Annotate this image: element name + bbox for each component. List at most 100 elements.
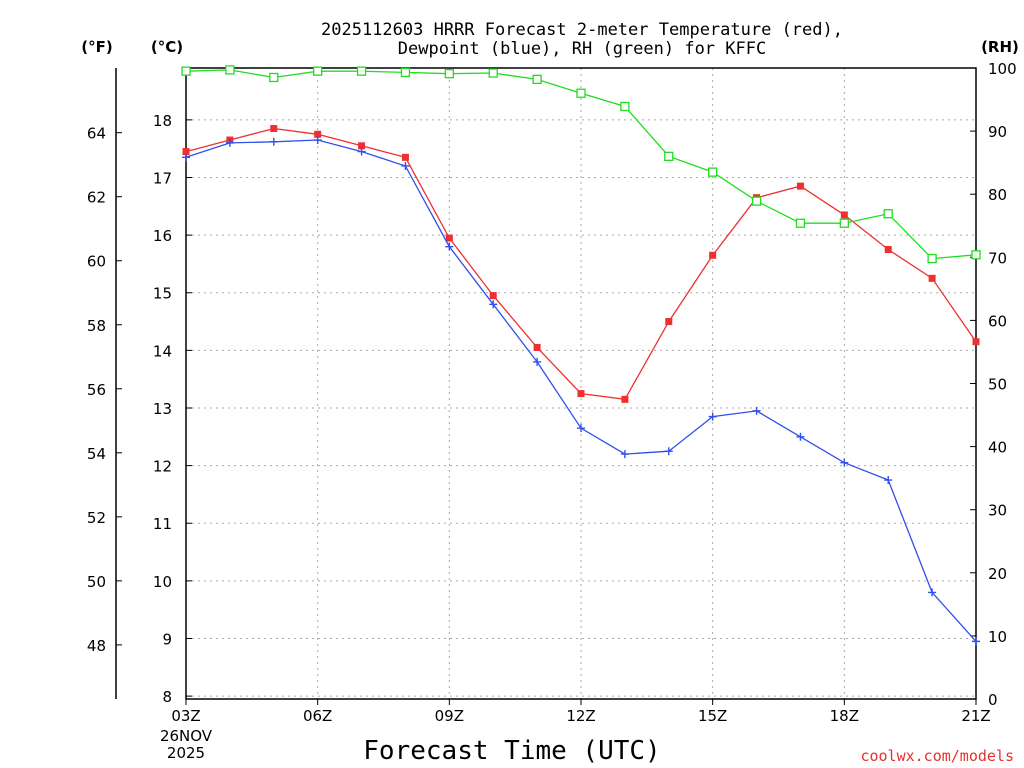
rh-point [488,68,498,78]
fahrenheit-axis: 48 50 52 54 56 58 60 62 64 [87,125,122,655]
celsius-tick-label: 14 [153,342,172,360]
rh-tick-label: 20 [988,565,1007,583]
series-layer [181,65,981,646]
fahrenheit-tick-label: 54 [87,445,106,463]
x-axis: 03Z 06Z 09Z 12Z 15Z 18Z 21Z [171,699,991,725]
temperature-point [665,318,673,326]
x-tick-label: 21Z [961,707,990,725]
rh-tick-label: 10 [988,628,1007,646]
temperature-point [709,251,717,259]
temperature-point [182,148,190,156]
rh-tick-label: 40 [988,439,1007,457]
celsius-unit-label: (°C) [151,38,183,56]
rh-tick-label: 80 [988,186,1007,204]
grid [185,68,977,699]
x-tick-label: 12Z [566,707,595,725]
x-tick-label: 18Z [830,707,859,725]
dewpoint-point [269,137,278,146]
fahrenheit-tick-label: 62 [87,189,106,207]
rh-point [532,74,542,85]
fahrenheit-tick-label: 52 [87,509,106,527]
dewpoint-point [357,147,366,156]
temperature-point [489,292,497,300]
date-label-year: 2025 [167,744,205,762]
temperature-point [314,130,322,138]
celsius-axis: 8 9 10 11 12 13 14 15 16 17 18 [153,112,192,706]
watermark: coolwx.com/models [860,747,1014,765]
celsius-tick-label: 10 [153,573,172,591]
rh-point [795,218,806,228]
dewpoint-point [620,450,629,459]
rh-point [971,250,981,260]
plot-frame [185,67,977,700]
fahrenheit-tick-label: 56 [87,381,106,399]
rh-point [751,196,762,206]
dewpoint-point [796,432,805,441]
celsius-tick-label: 9 [162,630,172,648]
dewpoint-point [884,476,893,485]
chart-title-line1: 2025112603 HRRR Forecast 2-meter Tempera… [321,20,843,40]
temperature-point [621,395,629,403]
rh-axis: 0 10 20 30 40 50 60 70 80 90 100 [970,60,1017,709]
date-label-day: 26NOV [160,727,213,745]
temperature-point [445,234,453,242]
temperature-point [401,153,409,161]
rh-point [225,65,235,75]
rh-unit-label: (RH) [981,38,1019,56]
rh-point [839,218,849,228]
dewpoint-point [182,153,190,162]
fahrenheit-tick-label: 58 [87,317,106,335]
fahrenheit-tick-label: 50 [87,573,106,591]
chart-title-line2: Dewpoint (blue), RH (green) for KFFC [398,39,766,59]
temperature-point [796,182,804,190]
fahrenheit-tick-label: 60 [87,253,106,271]
celsius-tick-label: 18 [153,112,172,130]
temperature-point [270,125,278,133]
celsius-tick-label: 8 [162,688,172,706]
temperature-point [928,274,936,282]
rh-tick-label: 90 [988,123,1007,141]
dewpoint-point [708,412,717,421]
dewpoint-point [533,357,542,366]
dewpoint-point [928,588,937,597]
rh-point [576,88,586,98]
rh-tick-label: 70 [988,249,1007,267]
dewpoint-point [577,424,585,433]
rh-point [181,66,191,76]
celsius-tick-label: 13 [153,400,172,418]
x-axis-label: Forecast Time (UTC) [363,736,660,766]
x-tick-label: 06Z [303,707,332,725]
x-tick-label: 03Z [171,707,200,725]
dewpoint-point [489,300,498,309]
dewpoint-point [664,447,673,456]
temperature-point [577,390,585,398]
rh-point [444,69,454,79]
celsius-tick-label: 15 [153,285,172,303]
celsius-tick-label: 17 [153,169,172,187]
dewpoint-point [313,136,322,145]
celsius-tick-label: 16 [153,227,172,245]
celsius-tick-label: 12 [153,458,172,476]
fahrenheit-tick-label: 64 [87,125,106,143]
dewpoint-point [840,458,849,467]
rh-tick-label: 100 [988,60,1017,78]
rh-point [664,151,674,161]
dewpoint-point [752,406,761,415]
rh-point [883,209,893,219]
dewpoint-point [972,637,980,646]
rh-point [708,167,718,177]
temperature-point [840,211,848,219]
dewpoint-point [445,242,454,251]
temperature-point [358,142,366,150]
rh-point [356,66,367,76]
rh-tick-label: 60 [988,312,1007,330]
rh-tick-label: 0 [988,691,998,709]
rh-point [400,67,411,78]
fahrenheit-tick-label: 48 [87,637,106,655]
celsius-tick-label: 11 [153,515,172,533]
temperature-point [972,338,980,346]
rh-point [269,72,279,83]
temperature-point [884,246,892,254]
temperature-point [533,343,541,351]
